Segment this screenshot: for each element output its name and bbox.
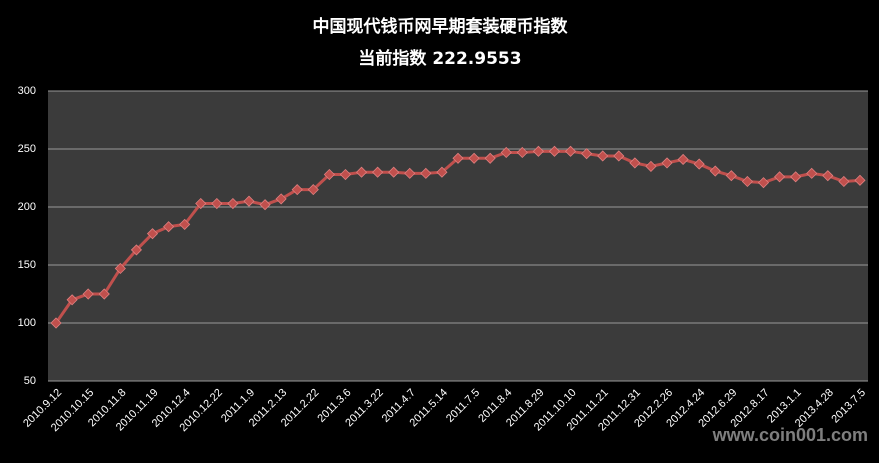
y-tick-label: 100	[18, 317, 36, 329]
point	[50, 317, 62, 329]
point	[500, 146, 512, 159]
point	[388, 166, 400, 178]
point	[211, 197, 223, 210]
point	[323, 168, 335, 181]
point	[516, 146, 528, 159]
point	[179, 218, 191, 230]
point	[275, 193, 287, 205]
point	[790, 171, 802, 183]
point	[661, 157, 673, 169]
point	[774, 171, 786, 183]
point	[581, 148, 593, 160]
watermark: www.coin001.com	[712, 425, 868, 445]
point	[725, 170, 737, 182]
point	[548, 145, 561, 157]
point	[741, 175, 753, 188]
point	[645, 160, 657, 172]
point	[613, 150, 625, 162]
point	[291, 184, 303, 196]
point	[629, 157, 641, 169]
y-tick-label: 50	[24, 375, 36, 387]
point	[854, 174, 866, 186]
point	[532, 145, 544, 157]
y-tick-label: 150	[18, 259, 36, 271]
chart-title: 中国现代钱币网早期套装硬币指数	[313, 16, 569, 37]
point	[597, 150, 609, 162]
chart-subtitle: 当前指数 222.9553	[358, 48, 521, 69]
x-tick-label: 2011.7.5	[444, 387, 482, 425]
point	[195, 197, 207, 210]
y-tick-label: 250	[18, 143, 36, 155]
point	[677, 153, 689, 166]
point	[146, 228, 159, 240]
y-tick-label: 300	[18, 85, 36, 97]
point	[404, 167, 416, 179]
point	[806, 167, 818, 179]
point	[468, 152, 480, 164]
y-tick-label: 200	[18, 201, 36, 213]
point	[372, 166, 384, 178]
point	[163, 221, 175, 233]
point	[838, 175, 850, 188]
point	[693, 158, 705, 170]
point	[227, 197, 239, 210]
point	[822, 170, 834, 182]
point	[564, 145, 577, 157]
point	[757, 177, 770, 189]
point	[436, 166, 448, 178]
point	[98, 288, 110, 300]
point	[452, 152, 464, 164]
point	[66, 294, 78, 306]
point	[82, 288, 94, 300]
x-tick-label: 2013.7.5	[829, 387, 868, 426]
point	[243, 195, 255, 207]
point	[114, 262, 126, 275]
point	[259, 199, 271, 211]
plot-area	[48, 91, 868, 381]
point	[484, 152, 496, 164]
point	[709, 165, 721, 177]
point	[355, 166, 368, 178]
point	[130, 244, 142, 256]
point	[420, 167, 432, 179]
point	[307, 184, 319, 196]
point	[339, 168, 352, 181]
